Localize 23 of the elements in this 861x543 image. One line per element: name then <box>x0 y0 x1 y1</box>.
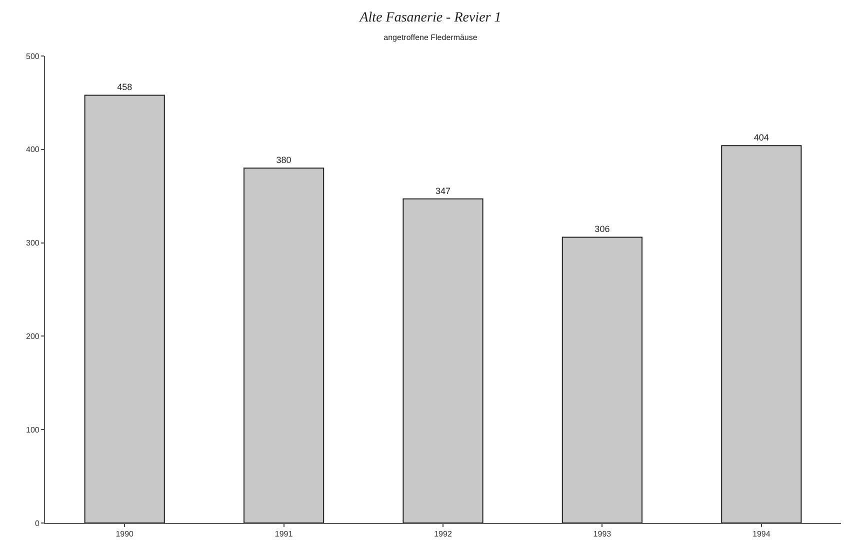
chart-title: Alte Fasanerie - Revier 1 <box>358 10 502 26</box>
x-tick-label: 1991 <box>274 530 294 539</box>
chart-subtitle: angetroffene Fledermäuse <box>384 32 478 42</box>
bar <box>402 198 484 523</box>
data-label: 380 <box>276 155 292 166</box>
x-tick-label: 1990 <box>116 530 134 539</box>
y-tick-label: 200 <box>26 332 40 341</box>
x-tick-label: 1992 <box>434 530 452 539</box>
bar <box>84 94 165 523</box>
bar <box>562 236 642 523</box>
y-tick-label: 100 <box>26 425 40 434</box>
bar <box>244 168 324 523</box>
y-tick-label: 400 <box>26 145 40 154</box>
data-label: 404 <box>754 132 769 143</box>
y-tick-label: 500 <box>26 52 40 61</box>
y-tick-label: 0 <box>34 518 40 528</box>
data-label: 306 <box>594 224 610 234</box>
data-label: 458 <box>117 82 132 92</box>
y-tick-label: 300 <box>26 238 40 248</box>
x-tick-label: 1993 <box>593 530 612 539</box>
bar <box>721 145 802 523</box>
x-tick-label: 1994 <box>752 530 771 539</box>
data-label: 347 <box>435 186 451 196</box>
